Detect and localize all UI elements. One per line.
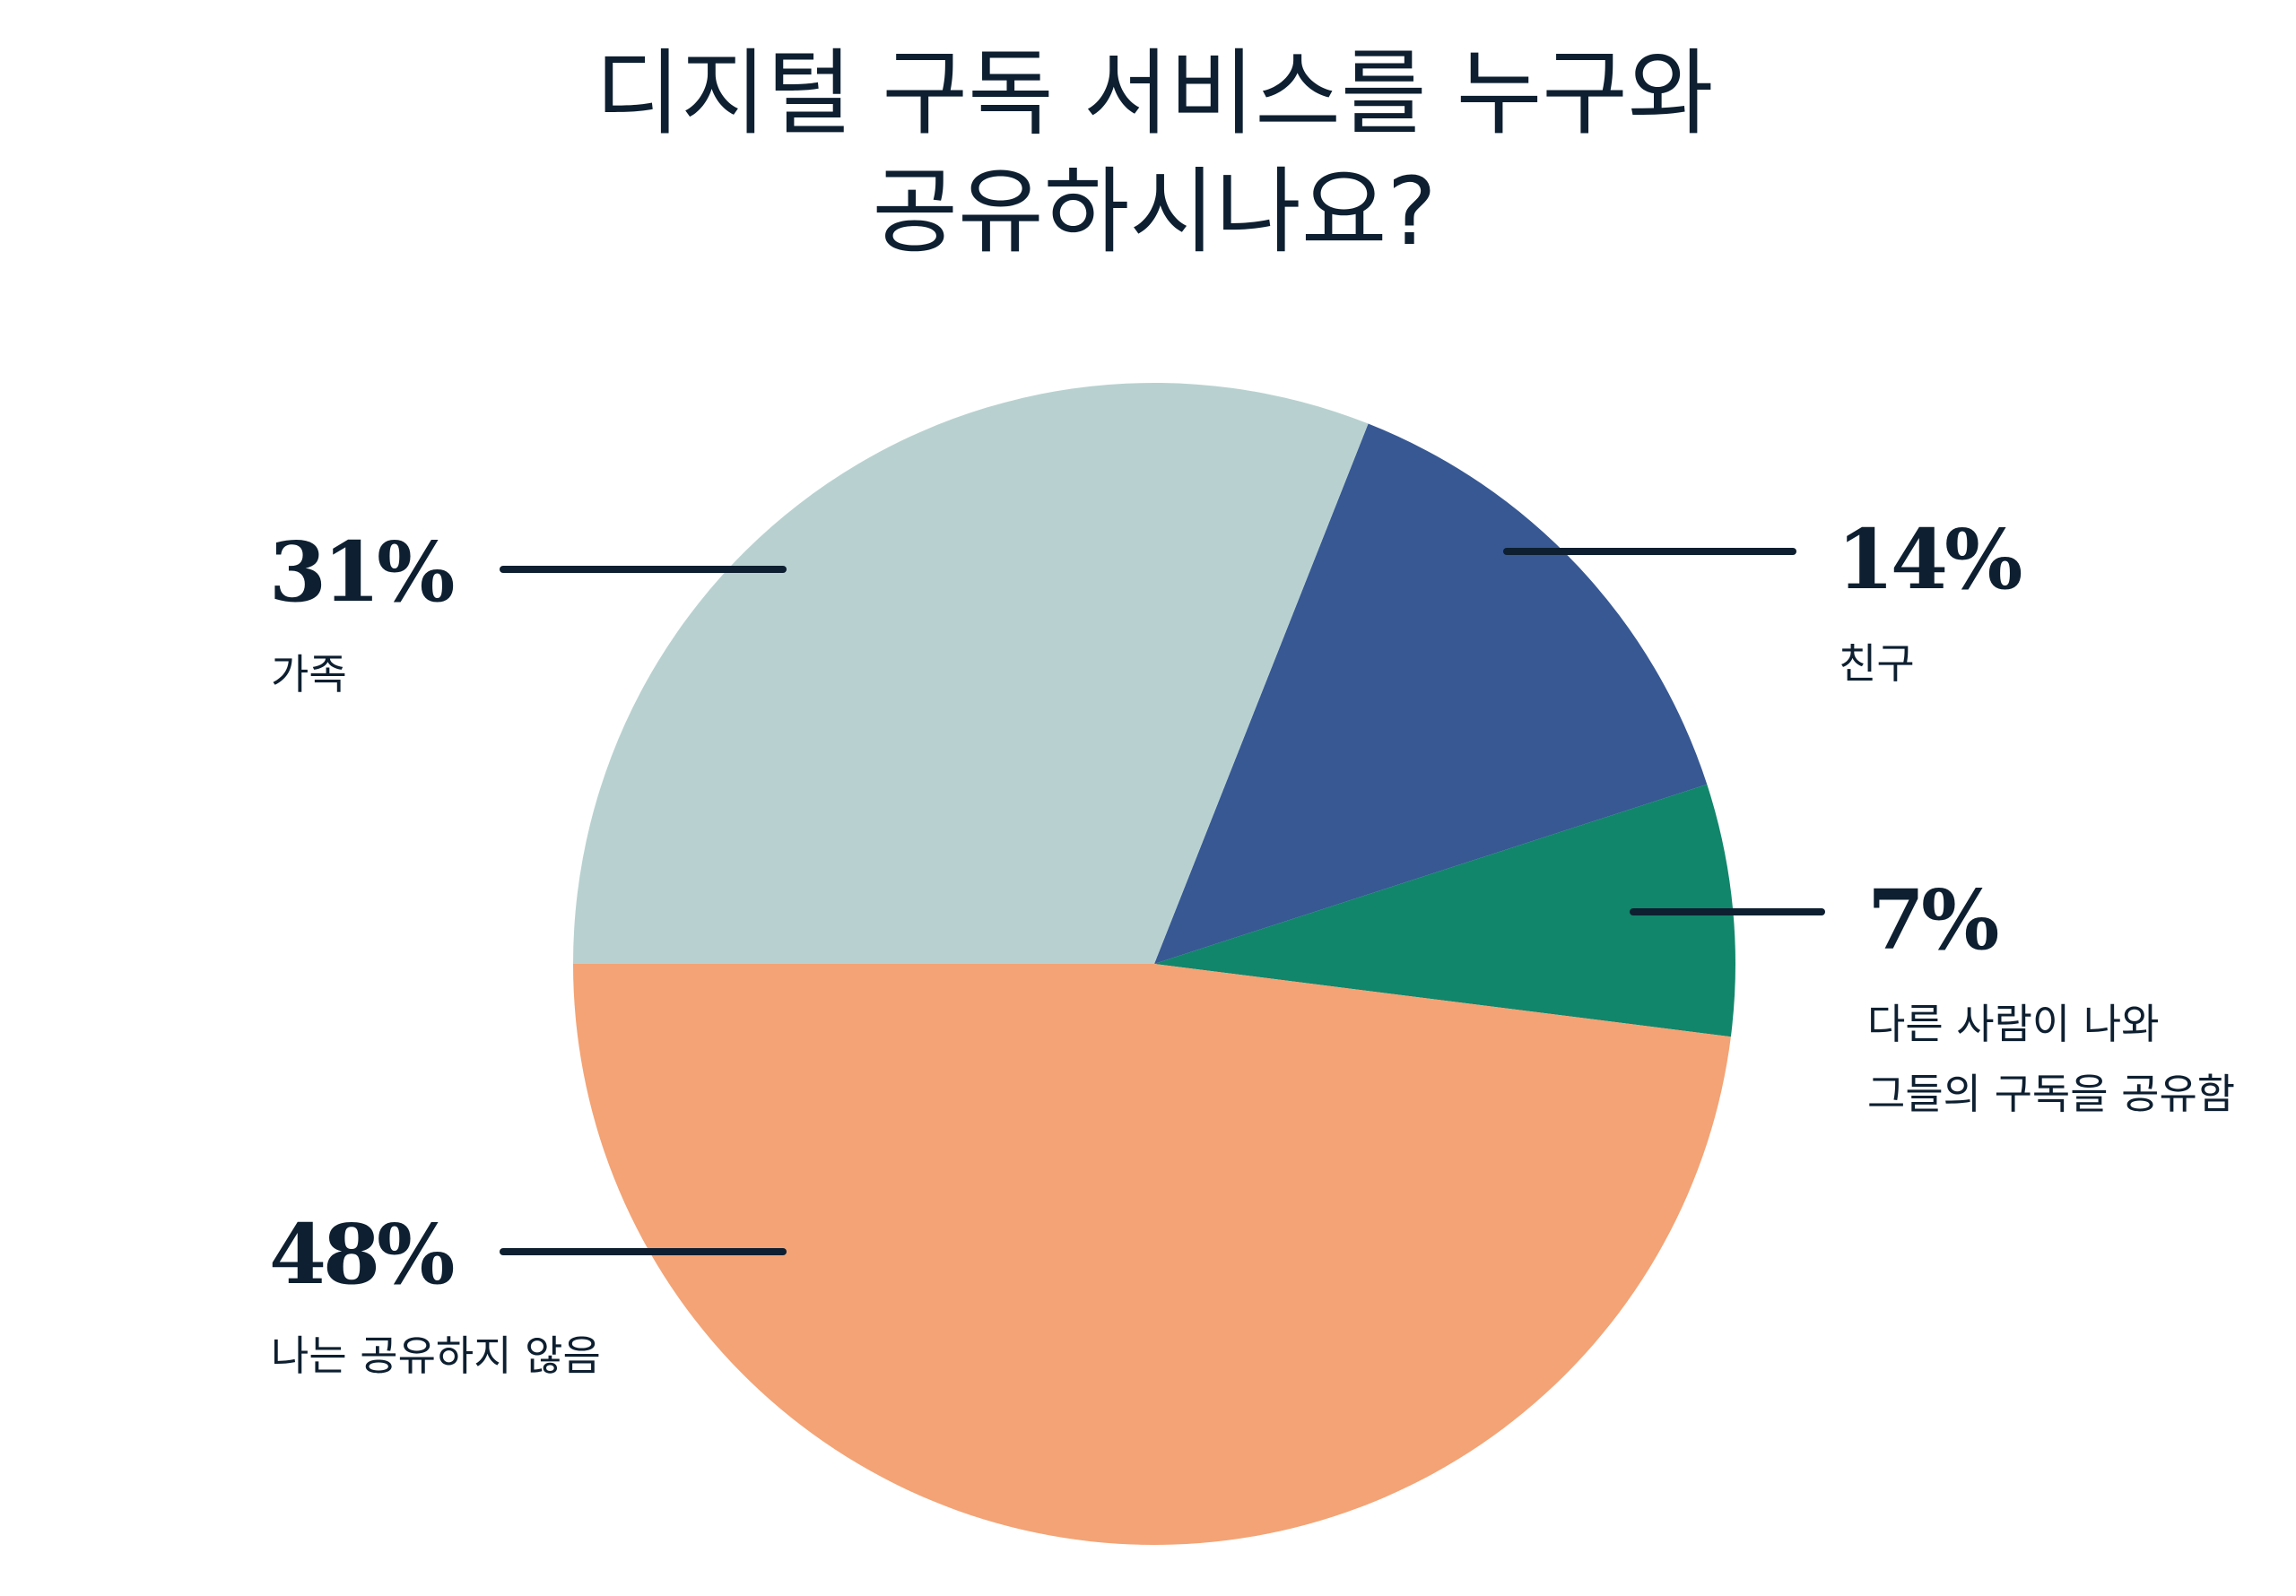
data-label-friends-percent: 14% (1837, 511, 2022, 608)
data-label-others-share-percent: 7% (1867, 872, 1998, 968)
data-label-friends: 친구 (1839, 639, 1915, 688)
pie-slice-2 (573, 964, 1731, 1546)
chart-title-line-1: 디지털 구독 서비스를 누구와 (595, 39, 1713, 148)
data-label-no-share-percent: 48% (269, 1206, 454, 1303)
pie-slice-0 (1154, 423, 1708, 964)
data-label-others-share-line-1: 다른 사람이 나와 (1867, 1000, 2159, 1048)
data-label-family-percent: 31% (269, 524, 454, 620)
data-label-no-share: 나는 공유하지 않음 (271, 1331, 601, 1380)
pie-slice-1 (1154, 784, 1736, 1037)
data-label-family: 가족 (271, 650, 347, 698)
data-label-others-share-line-2: 그들의 구독을 공유함 (1867, 1070, 2235, 1118)
chart-title-line-2: 공유하시나요? (872, 157, 1436, 266)
pie-slice-3 (573, 382, 1369, 964)
pie-slices (573, 382, 1736, 1546)
